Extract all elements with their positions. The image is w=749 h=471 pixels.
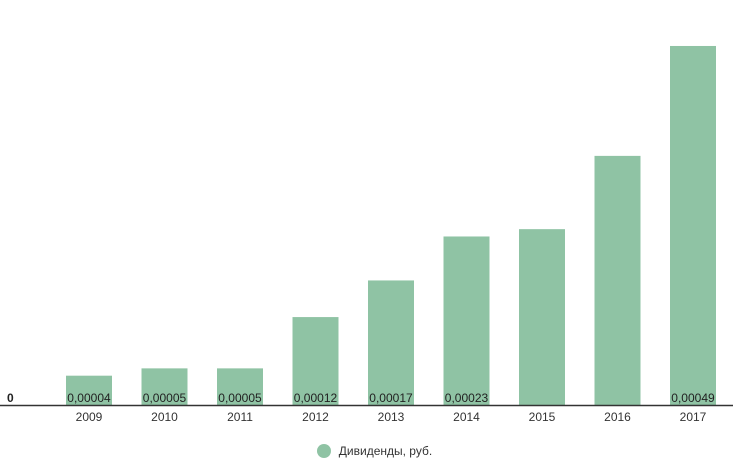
- bar-2013: [368, 280, 414, 405]
- x-tick-label-2009: 2009: [76, 410, 103, 424]
- bar-2014: [443, 236, 490, 405]
- value-label-2010: 0,00005: [143, 391, 187, 405]
- bar-2016: [594, 155, 641, 405]
- y-zero-label: 0: [7, 391, 14, 405]
- legend-swatch-dividends: [316, 444, 331, 458]
- bars-layer: [66, 45, 716, 406]
- x-tick-label-2010: 2010: [151, 410, 178, 424]
- value-label-2013: 0,00017: [369, 391, 413, 405]
- value-label-2009: 0,00004: [67, 391, 111, 405]
- x-tick-label-2013: 2013: [378, 410, 405, 424]
- bar-2009: [66, 375, 112, 405]
- x-tick-label-2011: 2011: [227, 410, 253, 424]
- x-tick-label-2017: 2017: [680, 410, 707, 424]
- legend-label-dividends: Дивиденды, руб.: [338, 444, 433, 458]
- bar-2010: [141, 368, 188, 405]
- x-tick-label-2015: 2015: [529, 410, 556, 424]
- bar-2015: [519, 229, 565, 405]
- value-labels-layer: 0,00004 0,00005 0,00005 0,00012 0,00017 0,000…: [67, 391, 715, 405]
- x-tick-label-2012: 2012: [302, 410, 329, 424]
- x-tick-labels-layer: 2009 2010 2011 2012 2013 2014 2015 2016 2017: [76, 410, 707, 424]
- bar-2017: [670, 45, 716, 406]
- value-label-2011: 0,00005: [218, 391, 262, 405]
- value-label-2014: 0,00023: [445, 391, 489, 405]
- x-tick-label-2016: 2016: [604, 410, 631, 424]
- legend: Дивиденды, руб.: [0, 444, 749, 458]
- x-tick-label-2014: 2014: [453, 410, 480, 424]
- value-label-2012: 0,00012: [294, 391, 338, 405]
- bar-2011: [217, 368, 263, 405]
- bar-2012: [292, 317, 339, 405]
- value-label-2017: 0,00049: [671, 391, 715, 405]
